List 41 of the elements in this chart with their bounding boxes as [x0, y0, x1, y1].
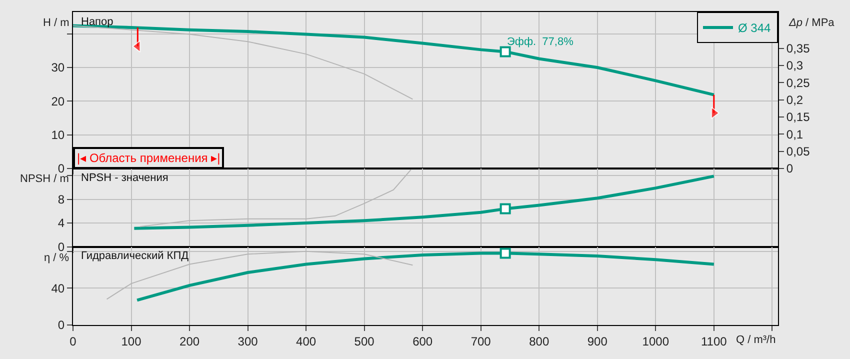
- x-tick-label: 1000: [642, 334, 670, 348]
- x-tick-label: 200: [180, 334, 200, 348]
- x-tick-label: 600: [412, 334, 433, 348]
- y2-tick-label: 0,25: [786, 76, 810, 90]
- y-axis-title: η / %: [44, 252, 70, 264]
- y2-tick-label: 0,2: [786, 93, 804, 108]
- annotation: Эфф. 77,8%: [507, 36, 574, 48]
- x-tick-label: 400: [296, 334, 316, 348]
- x-tick-label: 900: [587, 334, 608, 348]
- y-tick-label: 10: [51, 128, 65, 142]
- y2-axis-title: Δp / MPa: [788, 17, 836, 29]
- y2-tick-label: 0,35: [786, 42, 810, 56]
- chart-title: Гидравлический КПД: [81, 250, 190, 262]
- legend-label: Ø 344: [738, 21, 772, 36]
- x-tick-label: 1100: [701, 334, 728, 348]
- x-tick-label: 100: [121, 334, 142, 348]
- x-tick-label: 700: [470, 334, 492, 348]
- chart-title: NPSH - значения: [81, 172, 168, 184]
- y-tick-label: 0: [58, 318, 65, 332]
- point: [500, 46, 511, 58]
- y-tick-label: 30: [51, 60, 65, 75]
- y2-tick-label: 0,05: [786, 144, 810, 159]
- x-tick-label: 500: [354, 334, 375, 348]
- y-tick-label: 8: [58, 192, 65, 207]
- x-tick-label: 300: [238, 334, 258, 348]
- y2-tick-label: 0,1: [786, 127, 804, 142]
- y-tick-label: 4: [58, 216, 65, 230]
- x-axis-title: Q / m³/h: [736, 334, 776, 346]
- y-axis-title: NPSH / m: [20, 173, 69, 185]
- y2-tick-label: 0: [786, 162, 794, 176]
- y-tick-label: 0: [58, 162, 65, 176]
- y-tick-label: 40: [51, 281, 65, 296]
- y2-tick-label: 0,3: [786, 58, 804, 73]
- annotation: |◂ Область применения ▸|: [77, 151, 220, 165]
- y-tick-label: 0: [58, 240, 65, 254]
- y-axis-title: H / m: [43, 17, 70, 29]
- x-tick-label: 0: [70, 334, 77, 348]
- chart-title: Напор: [81, 16, 114, 28]
- y-tick-label: 20: [51, 94, 65, 108]
- y2-tick-label: 0,15: [786, 110, 810, 124]
- x-tick-label: 800: [529, 334, 550, 348]
